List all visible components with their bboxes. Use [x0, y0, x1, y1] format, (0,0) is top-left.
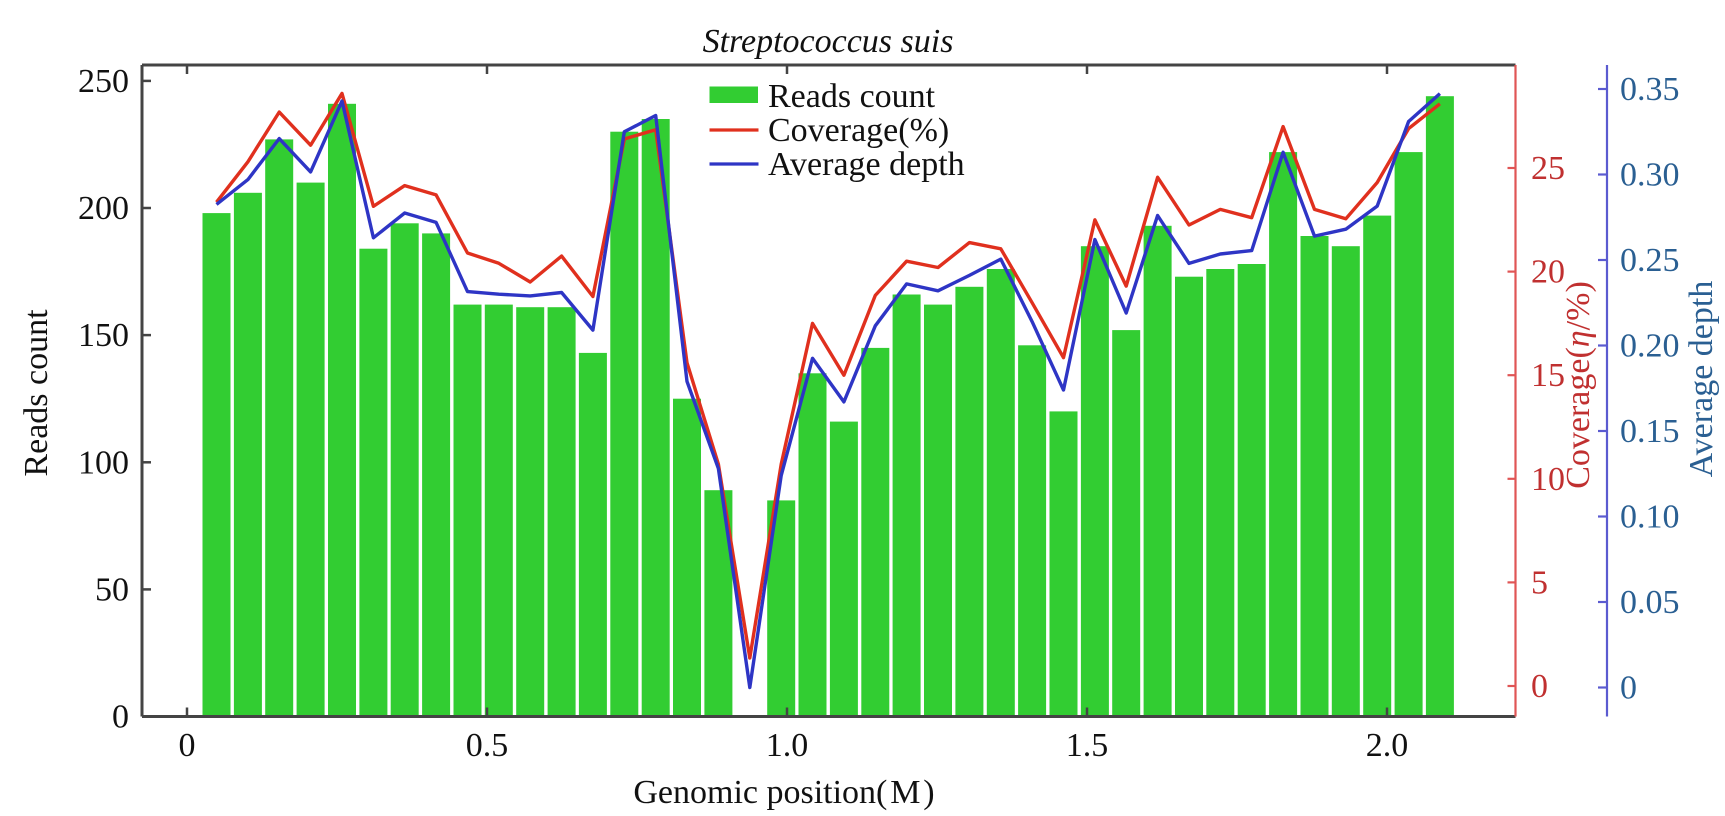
svg-text:25: 25 — [1531, 150, 1565, 187]
svg-text:150: 150 — [78, 317, 129, 354]
svg-text:10: 10 — [1531, 461, 1565, 498]
svg-text:200: 200 — [78, 190, 129, 227]
svg-text:15: 15 — [1531, 357, 1565, 394]
svg-text:Coverage(%): Coverage(%) — [768, 112, 949, 149]
svg-text:Genomic position( M ): Genomic position( M ) — [633, 774, 934, 811]
svg-text:250: 250 — [78, 63, 129, 100]
svg-text:0.5: 0.5 — [466, 727, 509, 764]
svg-text:0.25: 0.25 — [1620, 242, 1680, 279]
svg-text:0: 0 — [1531, 668, 1548, 705]
svg-text:100: 100 — [78, 444, 129, 481]
svg-text:0: 0 — [179, 727, 196, 764]
svg-text:50: 50 — [95, 571, 129, 608]
svg-text:0: 0 — [112, 699, 129, 736]
svg-text:5: 5 — [1531, 564, 1548, 601]
svg-text:1.0: 1.0 — [766, 727, 809, 764]
svg-text:Reads count: Reads count — [768, 78, 936, 115]
svg-text:0.15: 0.15 — [1620, 413, 1680, 450]
svg-text:0.20: 0.20 — [1620, 328, 1680, 365]
svg-text:Average depth: Average depth — [768, 146, 965, 183]
svg-text:1.5: 1.5 — [1066, 727, 1109, 764]
svg-text:2.0: 2.0 — [1366, 727, 1409, 764]
svg-text:Average depth: Average depth — [1683, 281, 1720, 478]
svg-text:0.05: 0.05 — [1620, 584, 1680, 621]
svg-text:Coverage(η/%): Coverage(η/%) — [1560, 281, 1597, 489]
svg-text:0.10: 0.10 — [1620, 499, 1680, 536]
svg-text:Reads count: Reads count — [18, 309, 55, 477]
svg-text:Streptococcus suis: Streptococcus suis — [703, 23, 954, 60]
svg-text:20: 20 — [1531, 254, 1565, 291]
svg-text:0: 0 — [1620, 670, 1637, 707]
svg-text:0.30: 0.30 — [1620, 157, 1680, 194]
svg-text:0.35: 0.35 — [1620, 71, 1680, 108]
